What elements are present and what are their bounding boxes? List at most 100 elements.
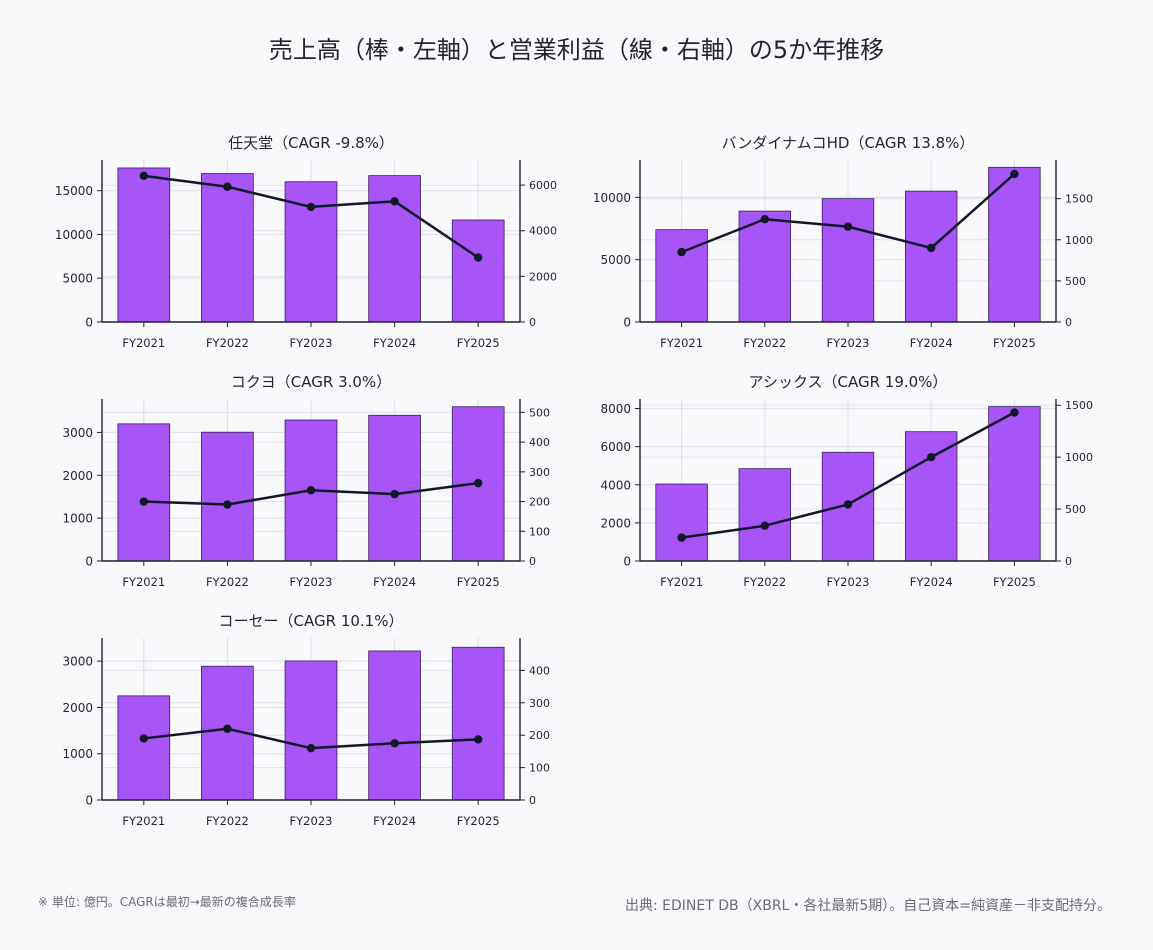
tick-label-x: FY2023 — [290, 575, 333, 589]
tick-label-x: FY2023 — [290, 336, 333, 350]
tick-label-x: FY2022 — [206, 575, 249, 589]
tick-label-x: FY2021 — [122, 814, 165, 828]
tick-label-left: 3000 — [62, 426, 93, 440]
line-point — [306, 743, 316, 753]
line-point — [1010, 169, 1019, 179]
bar — [201, 431, 254, 562]
line-point — [474, 478, 483, 488]
line-point — [390, 197, 399, 206]
tick-label-x: FY2021 — [122, 575, 165, 589]
tick-label-right: 1000 — [1065, 451, 1093, 464]
chart-panel: 0 2000 4000 6000 8000 0 500 1000 1500 FY2021 FY202… — [600, 373, 1093, 589]
line-point — [927, 452, 936, 462]
tick-label-left: 0 — [85, 794, 93, 808]
tick-label-right: 1000 — [1065, 234, 1093, 247]
tick-label-right: 0 — [529, 316, 536, 329]
tick-label-left: 2000 — [600, 516, 631, 530]
tick-label-right: 300 — [529, 466, 550, 479]
chart-panel: 0 5000 10000 0 500 1000 1500 FY2021 FY2022 FY2023… — [593, 134, 1093, 350]
tick-label-x: FY2025 — [457, 575, 500, 589]
chart-panel: 0 5000 10000 15000 0 2000 4000 6000 FY2021 FY2022… — [55, 134, 557, 350]
tick-label-x: FY2025 — [457, 336, 500, 350]
bar — [117, 423, 171, 562]
tick-label-right: 6000 — [529, 179, 557, 192]
tick-label-right: 1500 — [1065, 193, 1093, 206]
line-point — [390, 739, 399, 748]
tick-label-right: 4000 — [529, 225, 557, 238]
chart-title: バンダイナムコHD（CAGR 13.8%） — [722, 134, 975, 152]
bar — [905, 190, 958, 323]
tick-label-right: 500 — [529, 406, 550, 419]
bar — [451, 646, 505, 801]
line-point — [927, 243, 936, 253]
footnote-units: ※ 単位: 億円。CAGRは最初→最新の複合成長率 — [38, 895, 296, 909]
line-point — [843, 500, 853, 509]
tick-label-left: 1000 — [62, 747, 93, 761]
line-point — [223, 500, 232, 509]
line-point — [843, 222, 853, 231]
page-title: 売上高（棒・左軸）と営業利益（線・右軸）の5か年推移 — [268, 36, 885, 64]
bar — [988, 166, 1041, 323]
tick-label-right: 0 — [1065, 555, 1072, 568]
bar — [368, 650, 421, 801]
bar — [738, 468, 791, 562]
tick-label-right: 0 — [529, 555, 536, 568]
tick-label-x: FY2021 — [660, 336, 703, 350]
tick-label-left: 2000 — [62, 701, 93, 715]
tick-label-x: FY2024 — [373, 336, 416, 350]
line-point — [677, 247, 686, 257]
bar — [451, 219, 505, 323]
tick-label-right: 1500 — [1065, 399, 1093, 412]
tick-label-x: FY2023 — [827, 336, 870, 350]
tick-label-left: 0 — [623, 316, 631, 330]
tick-label-left: 10000 — [593, 191, 631, 205]
bar — [284, 660, 338, 801]
tick-label-right: 400 — [529, 664, 550, 677]
line-point — [1010, 408, 1019, 417]
line-point — [390, 489, 399, 499]
tick-label-x: FY2024 — [373, 575, 416, 589]
bar — [117, 167, 171, 323]
tick-label-left: 0 — [623, 555, 631, 569]
tick-label-left: 5000 — [600, 253, 631, 267]
bar — [988, 406, 1041, 562]
tick-label-x: FY2024 — [910, 336, 953, 350]
bar — [201, 173, 254, 323]
tick-label-x: FY2023 — [827, 575, 870, 589]
line-point — [223, 724, 232, 733]
line-point — [223, 182, 232, 191]
tick-label-left: 2000 — [62, 469, 93, 483]
tick-label-x: FY2022 — [206, 814, 249, 828]
chart-title: コクヨ（CAGR 3.0%） — [231, 373, 391, 391]
tick-label-right: 0 — [1065, 316, 1072, 329]
tick-label-right: 2000 — [529, 270, 557, 283]
tick-label-x: FY2022 — [743, 336, 786, 350]
tick-label-left: 6000 — [600, 440, 631, 454]
tick-label-x: FY2021 — [122, 336, 165, 350]
tick-label-x: FY2022 — [743, 575, 786, 589]
tick-label-left: 4000 — [600, 478, 631, 492]
bar — [905, 431, 958, 562]
line-point — [760, 215, 769, 224]
chart-title: アシックス（CAGR 19.0%） — [749, 373, 948, 391]
bar — [368, 414, 421, 562]
line-point — [760, 521, 769, 530]
tick-label-left: 3000 — [62, 655, 93, 669]
tick-label-x: FY2021 — [660, 575, 703, 589]
tick-label-left: 15000 — [55, 184, 93, 198]
tick-label-right: 300 — [529, 697, 550, 710]
bar — [821, 198, 875, 323]
tick-label-right: 0 — [529, 794, 536, 807]
chart-title: 任天堂（CAGR -9.8%） — [228, 134, 394, 152]
tick-label-x: FY2025 — [993, 336, 1036, 350]
bar — [655, 483, 708, 562]
line-point — [677, 533, 686, 542]
line-point — [139, 171, 148, 181]
bar — [655, 229, 708, 323]
tick-label-left: 10000 — [55, 228, 93, 242]
tick-label-right: 400 — [529, 436, 550, 449]
tick-label-right: 500 — [1065, 503, 1086, 516]
line-point — [474, 253, 483, 262]
line-point — [139, 497, 148, 506]
